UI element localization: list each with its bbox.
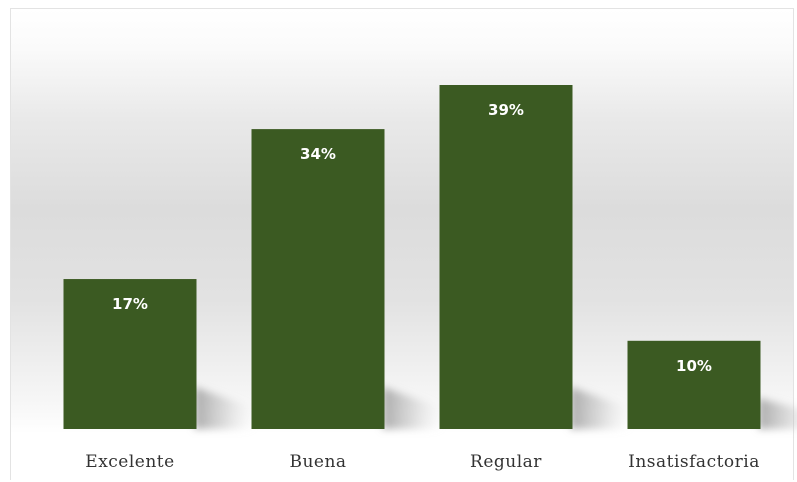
bar-excelente (63, 279, 197, 429)
bar-shadow-buena (382, 387, 443, 429)
bar-shadow-excelente (194, 387, 255, 429)
bar-regular (439, 85, 573, 429)
bar-shadows (194, 387, 797, 429)
data-labels-group: 17% 34% 39% 10% (112, 101, 712, 375)
data-label-regular: 39% (488, 101, 524, 119)
bar-buena (251, 129, 385, 429)
category-label-buena: Buena (289, 452, 346, 472)
bar-insatisfactoria (627, 340, 761, 429)
category-label-excelente: Excelente (85, 452, 174, 472)
category-labels-group: Excelente Buena Regular Insatisfactoria (85, 452, 760, 472)
bar-shadow-insatisfactoria (758, 398, 797, 429)
bars-group (63, 85, 761, 429)
category-label-insatisfactoria: Insatisfactoria (628, 452, 760, 472)
data-label-insatisfactoria: 10% (676, 357, 712, 375)
category-label-regular: Regular (470, 452, 542, 472)
data-label-buena: 34% (300, 145, 336, 163)
data-label-excelente: 17% (112, 295, 148, 313)
bar-shadow-regular (570, 387, 631, 429)
